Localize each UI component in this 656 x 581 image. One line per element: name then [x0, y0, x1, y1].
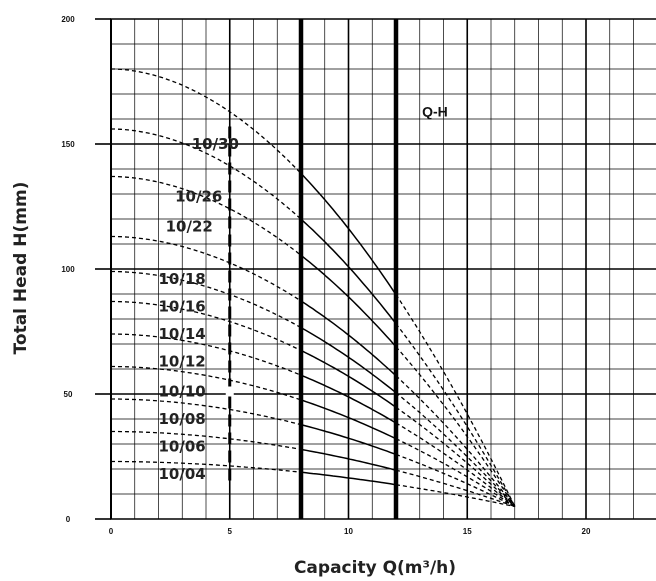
x-tick-label: 10: [344, 527, 353, 536]
marker-gap: [226, 387, 234, 397]
curve-label-10-12: 10/12: [159, 353, 206, 371]
curve-label-10-10: 10/10: [159, 383, 206, 401]
x-tick-label: 0: [109, 527, 114, 536]
series-10-18-dashed-right: [396, 376, 515, 507]
y-tick-label: 0: [66, 515, 71, 524]
series-10-22-dashed-right: [396, 347, 515, 507]
series-10-08-dashed-right: [396, 455, 515, 507]
curve-label-10-14: 10/14: [159, 325, 206, 343]
series-10-30-dashed-right: [396, 295, 515, 507]
y-tick-label: 150: [61, 140, 75, 149]
y-tick-label: 100: [61, 265, 75, 274]
series-10-16-dashed-right: [396, 393, 515, 507]
x-tick-label: 5: [228, 527, 233, 536]
x-axis-title: Capacity Q(m³/h): [294, 558, 456, 578]
curve-label-10-26: 10/26: [175, 188, 222, 206]
curve-label-10-06: 10/06: [159, 438, 206, 456]
y-tick-label: 50: [64, 390, 73, 399]
curve-label-10-18: 10/18: [159, 270, 206, 288]
curve-label-10-04: 10/04: [159, 465, 206, 483]
qh-annotation: Q-H: [422, 104, 448, 120]
series-10-04-dashed-right: [396, 485, 515, 507]
series-10-10-dashed-right: [396, 439, 515, 507]
x-tick-label: 20: [582, 527, 591, 536]
curve-label-10-22: 10/22: [166, 218, 213, 236]
curve-label-10-08: 10/08: [159, 410, 206, 428]
x-tick-label: 15: [463, 527, 472, 536]
curve-label-10-30: 10/30: [192, 135, 239, 153]
y-axis-title: Total Head H(mm): [11, 182, 31, 355]
y-tick-label: 200: [61, 15, 75, 24]
label-layer: 10/30 10/26 10/22 10/18 10/16 10/14 10/12 10/10…: [159, 135, 239, 483]
curve-label-10-16: 10/16: [159, 298, 206, 316]
